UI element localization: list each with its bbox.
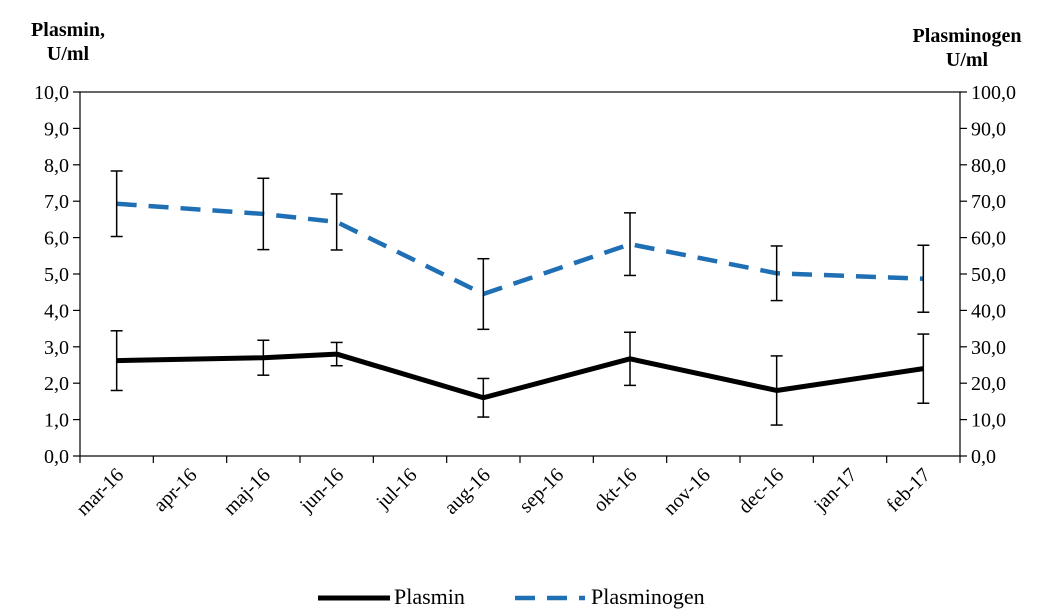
y-right-tick-label: 20,0 xyxy=(971,373,1006,395)
y-left-tick-label: 0,0 xyxy=(44,446,69,468)
legend-label-plasmin: Plasmin xyxy=(394,584,465,609)
x-tick-label: okt-16 xyxy=(589,464,641,516)
x-tick-label: nov-16 xyxy=(659,464,715,520)
y-axis-left-title-line2: U/ml xyxy=(46,43,90,65)
y-right-tick-label: 100,0 xyxy=(971,82,1016,104)
y-left-tick-label: 8,0 xyxy=(44,155,69,177)
y-right-tick-label: 0,0 xyxy=(971,446,996,468)
y-right-tick-label: 60,0 xyxy=(971,228,1006,250)
y-left-tick-label: 2,0 xyxy=(44,373,69,395)
y-right-tick-label: 40,0 xyxy=(971,300,1006,322)
y-right-tick-label: 70,0 xyxy=(971,191,1006,213)
y-axis-left-title: Plasmin, U/ml xyxy=(8,18,128,66)
y-left-tick-label: 3,0 xyxy=(44,337,69,359)
x-tick-label: feb-17 xyxy=(882,464,934,516)
x-tick-label: dec-16 xyxy=(734,464,788,518)
y-axis-right-title: Plasminogen U/ml xyxy=(892,24,1042,72)
y-right-tick-label: 10,0 xyxy=(971,410,1006,432)
y-axis-right-title-line2: U/ml xyxy=(945,49,989,71)
legend-label-plasminogen: Plasminogen xyxy=(591,584,705,609)
x-tick-label: jan-17 xyxy=(809,464,861,516)
y-axis-right-title-line1: Plasminogen xyxy=(912,25,1022,47)
x-tick-label: jun-16 xyxy=(295,464,348,517)
x-tick-label: maj-16 xyxy=(219,464,275,520)
y-axis-left-title-line1: Plasmin, xyxy=(31,19,105,41)
x-tick-label: sep-16 xyxy=(515,464,568,517)
x-tick-label: aug-16 xyxy=(440,464,495,519)
series-line-plasminogen xyxy=(116,201,924,297)
y-left-tick-label: 1,0 xyxy=(44,410,69,432)
y-left-tick-label: 7,0 xyxy=(44,191,69,213)
y-left-tick-label: 9,0 xyxy=(44,118,69,140)
series-line-plasmin xyxy=(116,351,924,401)
x-tick-label: apr-16 xyxy=(149,464,201,516)
y-right-tick-label: 90,0 xyxy=(971,118,1006,140)
y-right-tick-label: 30,0 xyxy=(971,337,1006,359)
x-tick-label: jul-16 xyxy=(371,464,421,514)
x-tick-label: mar-16 xyxy=(72,464,128,520)
y-left-tick-label: 4,0 xyxy=(44,300,69,322)
y-left-tick-label: 6,0 xyxy=(44,228,69,250)
y-left-tick-label: 10,0 xyxy=(34,82,69,104)
y-left-tick-label: 5,0 xyxy=(44,264,69,286)
y-right-tick-label: 50,0 xyxy=(971,264,1006,286)
y-right-tick-label: 80,0 xyxy=(971,155,1006,177)
